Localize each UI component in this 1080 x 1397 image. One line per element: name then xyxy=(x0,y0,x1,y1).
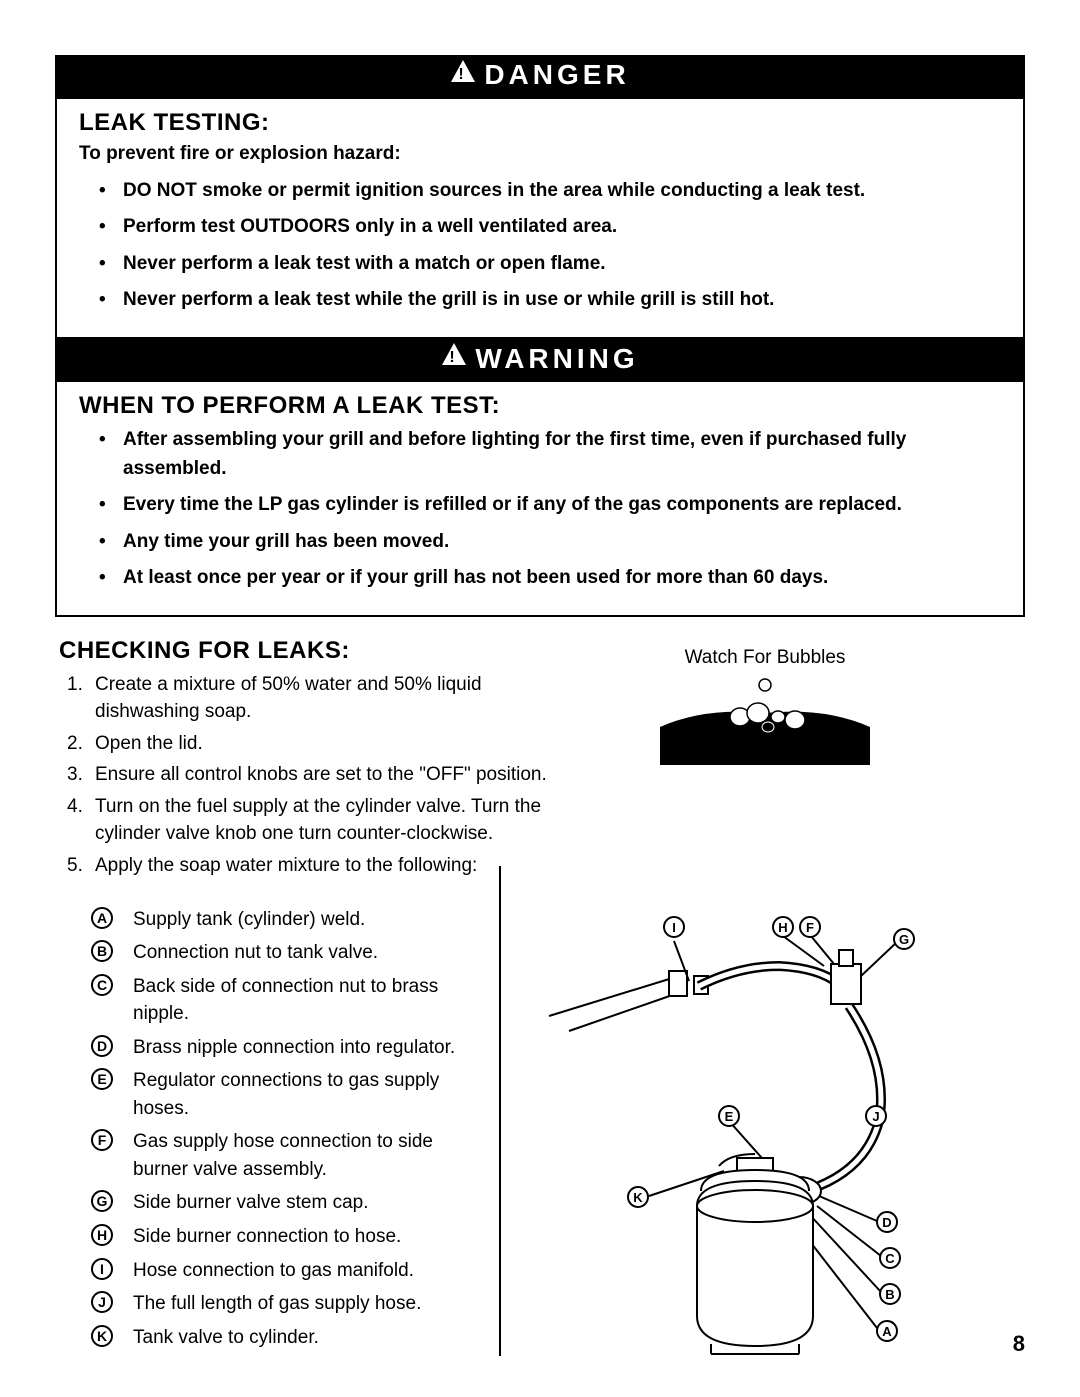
leak-point-item: B Connection nut to tank valve. xyxy=(63,939,489,967)
diagram-callout-e: E xyxy=(718,1105,740,1127)
leak-point-item: A Supply tank (cylinder) weld. xyxy=(63,906,489,934)
leak-point-item: C Back side of connection nut to brass ni… xyxy=(63,973,489,1028)
bubbles-caption: Watch For Bubbles xyxy=(620,647,910,669)
leak-point-text: Side burner valve stem cap. xyxy=(133,1192,369,1213)
diagram-callout-d: D xyxy=(876,1211,898,1233)
warning-bullet: At least once per year or if your grill … xyxy=(79,564,1001,593)
warning-bullet: Every time the LP gas cylinder is refill… xyxy=(79,491,1001,520)
leak-point-text: Brass nipple connection into regulator. xyxy=(133,1037,455,1058)
leak-point-item: K Tank valve to cylinder. xyxy=(63,1324,489,1352)
danger-bullet: DO NOT smoke or permit ignition sources … xyxy=(79,177,1001,206)
page-number: 8 xyxy=(1013,1331,1025,1357)
leak-point-key: B xyxy=(91,940,113,962)
diagram-callout-c: C xyxy=(879,1247,901,1269)
warning-bar: ! WARNING xyxy=(55,339,1025,383)
checking-step: Turn on the fuel supply at the cylinder … xyxy=(59,793,589,848)
danger-box: ! DANGER LEAK TESTING: To prevent fire o… xyxy=(55,55,1025,339)
leak-point-item: H Side burner connection to hose. xyxy=(63,1223,489,1251)
svg-text:!: ! xyxy=(450,349,459,366)
checking-step: Create a mixture of 50% water and 50% li… xyxy=(59,671,589,726)
leak-point-text: Back side of connection nut to brass nip… xyxy=(133,976,438,1025)
leak-point-text: Hose connection to gas manifold. xyxy=(133,1260,414,1281)
leak-point-text: Gas supply hose connection to side burne… xyxy=(133,1131,433,1180)
leak-point-item: E Regulator connections to gas supply hos… xyxy=(63,1067,489,1122)
warning-bullet: Any time your grill has been moved. xyxy=(79,528,1001,557)
warning-bar-text: WARNING xyxy=(475,343,638,374)
danger-bullet: Never perform a leak test while the gril… xyxy=(79,286,1001,315)
leak-point-key: H xyxy=(91,1224,113,1246)
leak-point-text: Side burner connection to hose. xyxy=(133,1226,401,1247)
warning-triangle-icon: ! xyxy=(441,341,467,373)
warning-bullet: After assembling your grill and before l… xyxy=(79,426,1001,483)
diagram-callout-k: K xyxy=(627,1186,649,1208)
diagram-callout-i: I xyxy=(663,916,685,938)
bubbles-figure: Watch For Bubbles xyxy=(620,647,910,770)
warning-bullets: After assembling your grill and before l… xyxy=(79,426,1001,593)
diagram-callout-j: J xyxy=(865,1105,887,1127)
diagram-callout-f: F xyxy=(799,916,821,938)
danger-bar-text: DANGER xyxy=(484,59,629,90)
leak-point-item: J The full length of gas supply hose. xyxy=(63,1290,489,1318)
diagram-callout-h: H xyxy=(772,916,794,938)
leak-point-key: G xyxy=(91,1190,113,1212)
checking-step: Open the lid. xyxy=(59,730,589,758)
leak-point-item: F Gas supply hose connection to side burn… xyxy=(63,1128,489,1183)
leak-point-key: C xyxy=(91,974,113,996)
diagram-callout-b: B xyxy=(879,1283,901,1305)
leak-point-key: D xyxy=(91,1035,113,1057)
leak-point-key: J xyxy=(91,1291,113,1313)
leak-point-text: Connection nut to tank valve. xyxy=(133,942,378,963)
diagram-callout-a: A xyxy=(876,1320,898,1342)
tank-diagram: I HF G E J K DCBA xyxy=(519,906,1009,1361)
leak-point-item: D Brass nipple connection into regulator. xyxy=(63,1034,489,1062)
danger-bullets: DO NOT smoke or permit ignition sources … xyxy=(79,177,1001,315)
svg-text:!: ! xyxy=(459,66,468,83)
leak-point-key: A xyxy=(91,907,113,929)
when-to-test-heading: WHEN TO PERFORM A LEAK TEST: xyxy=(79,392,1001,420)
bubbles-icon xyxy=(650,675,880,765)
leak-point-key: I xyxy=(91,1258,113,1280)
warning-box: ! WARNING WHEN TO PERFORM A LEAK TEST: A… xyxy=(55,339,1025,617)
leak-point-item: G Side burner valve stem cap. xyxy=(63,1189,489,1217)
leak-point-text: The full length of gas supply hose. xyxy=(133,1293,421,1314)
leak-point-item: I Hose connection to gas manifold. xyxy=(63,1257,489,1285)
leak-point-text: Supply tank (cylinder) weld. xyxy=(133,909,365,930)
diagram-callout-g: G xyxy=(893,928,915,950)
checking-steps: Create a mixture of 50% water and 50% li… xyxy=(59,671,589,880)
leak-point-key: E xyxy=(91,1068,113,1090)
danger-bar: ! DANGER xyxy=(55,55,1025,99)
danger-bullet: Never perform a leak test with a match o… xyxy=(79,250,1001,279)
leak-point-text: Regulator connections to gas supply hose… xyxy=(133,1070,439,1119)
checking-section: CHECKING FOR LEAKS: Create a mixture of … xyxy=(55,637,1025,1386)
checking-step: Apply the soap water mixture to the foll… xyxy=(59,852,589,880)
danger-bullet: Perform test OUTDOORS only in a well ven… xyxy=(79,213,1001,242)
leak-testing-heading: LEAK TESTING: xyxy=(79,109,1001,137)
leak-point-key: F xyxy=(91,1129,113,1151)
leak-points-list: A Supply tank (cylinder) weld. B Connection… xyxy=(63,906,489,1352)
leak-point-text: Tank valve to cylinder. xyxy=(133,1327,319,1348)
checking-step: Ensure all control knobs are set to the … xyxy=(59,761,589,789)
danger-subheading: To prevent fire or explosion hazard: xyxy=(79,143,1001,165)
leak-point-key: K xyxy=(91,1325,113,1347)
column-divider xyxy=(499,866,501,1356)
warning-triangle-icon: ! xyxy=(450,58,476,90)
